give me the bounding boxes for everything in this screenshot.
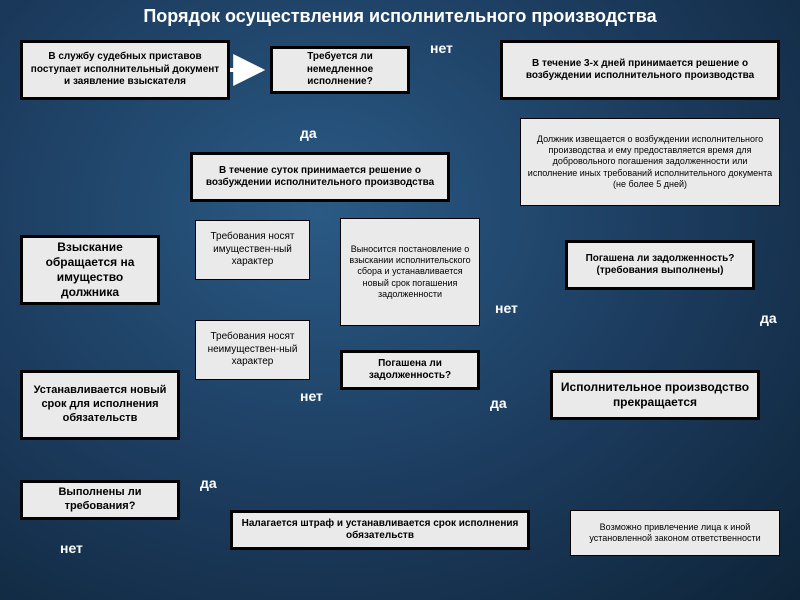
flow-node-n5: Должник извещается о возбуждении исполни… <box>520 118 780 206</box>
flow-node-n6: Взыскание обращается на имущество должни… <box>20 235 160 305</box>
flow-node-n14: Выполнены ли требования? <box>20 480 180 520</box>
edge-label-l_da2: да <box>760 310 777 326</box>
flow-node-n12: Исполнительное производство прекращается <box>550 370 760 420</box>
flow-node-n15: Налагается штраф и устанавливается срок … <box>230 510 530 550</box>
flow-node-n4: В течение суток принимается решение о во… <box>190 152 450 202</box>
flow-node-n9: Погашена ли задолженность? (требования в… <box>565 240 755 290</box>
flow-node-n10: Требования носят неимуществен-ный характ… <box>195 320 310 380</box>
edge-label-l_net4: нет <box>60 540 83 556</box>
flow-node-n2: Требуется ли немедленное исполнение? <box>270 46 410 94</box>
edge-label-l_net2: нет <box>495 300 518 316</box>
edge-label-l_net3: нет <box>300 388 323 404</box>
flow-node-n7: Требования носят имуществен-ный характер <box>195 220 310 280</box>
flow-node-n1: В службу судебных приставов поступает ис… <box>20 40 230 100</box>
page-title: Порядок осуществления исполнительного пр… <box>0 6 800 27</box>
edge-label-l_da3: да <box>490 395 507 411</box>
flow-node-n13: Устанавливается новый срок для исполнени… <box>20 370 180 440</box>
flow-node-n8: Выносится постановление о взыскании испо… <box>340 218 480 326</box>
edge-label-l_net1: нет <box>430 40 453 56</box>
flow-node-n11: Погашена ли задолженность? <box>340 350 480 390</box>
flow-node-n16: Возможно привлечение лица к иной установ… <box>570 510 780 556</box>
flow-node-n3: В течение 3-х дней принимается решение о… <box>500 40 780 100</box>
edge-label-l_da4: да <box>200 475 217 491</box>
edge-label-l_da1: да <box>300 125 317 141</box>
